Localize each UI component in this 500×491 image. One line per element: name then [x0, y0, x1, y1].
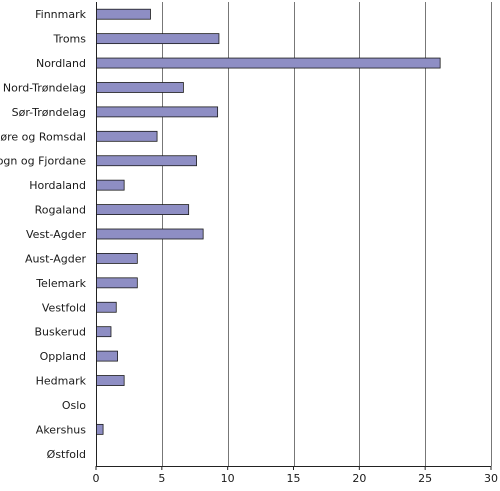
category-label: Møre og Romsdal	[0, 130, 86, 143]
bar	[96, 57, 441, 69]
category-label: Akershus	[36, 423, 86, 436]
bar	[96, 204, 190, 215]
category-label: Oppland	[40, 350, 86, 363]
bar	[96, 179, 125, 191]
bar	[96, 8, 151, 20]
category-label: Aust-Agder	[25, 252, 87, 265]
category-label: Nordland	[36, 57, 86, 70]
category-label: Troms	[52, 33, 86, 46]
category-label: Nord-Trøndelag	[3, 81, 86, 94]
bar	[96, 228, 204, 240]
category-label: Vest-Agder	[26, 228, 86, 241]
category-label: Hordaland	[29, 179, 86, 192]
x-tick-label: 30	[484, 472, 498, 485]
category-label: Østfold	[47, 448, 86, 461]
bar	[96, 277, 138, 289]
category-label: Vestfold	[42, 301, 86, 314]
bar	[96, 82, 184, 93]
category-label: Finnmark	[35, 8, 87, 21]
bar	[96, 155, 197, 167]
x-tick-label: 5	[158, 472, 165, 485]
category-label: Sør-Trøndelag	[12, 106, 86, 119]
category-label: Oslo	[62, 399, 86, 412]
bar	[96, 106, 219, 118]
x-tick-label: 20	[352, 472, 366, 485]
category-label: Hedmark	[36, 375, 87, 388]
x-tick-label: 25	[418, 472, 432, 485]
bar	[96, 301, 117, 313]
x-tick-label: 0	[93, 472, 100, 485]
category-label: Sogn og Fjordane	[0, 155, 86, 168]
category-label: Buskerud	[35, 326, 86, 339]
bar	[96, 33, 220, 45]
category-label: Rogaland	[35, 204, 86, 217]
x-tick-label: 10	[221, 472, 235, 485]
bar	[96, 350, 118, 362]
bar	[96, 423, 104, 435]
category-label: Telemark	[35, 277, 86, 290]
bar	[96, 375, 125, 386]
x-tick-label: 15	[287, 472, 301, 485]
bar	[96, 326, 112, 338]
bar	[96, 130, 158, 142]
bar	[96, 253, 138, 264]
